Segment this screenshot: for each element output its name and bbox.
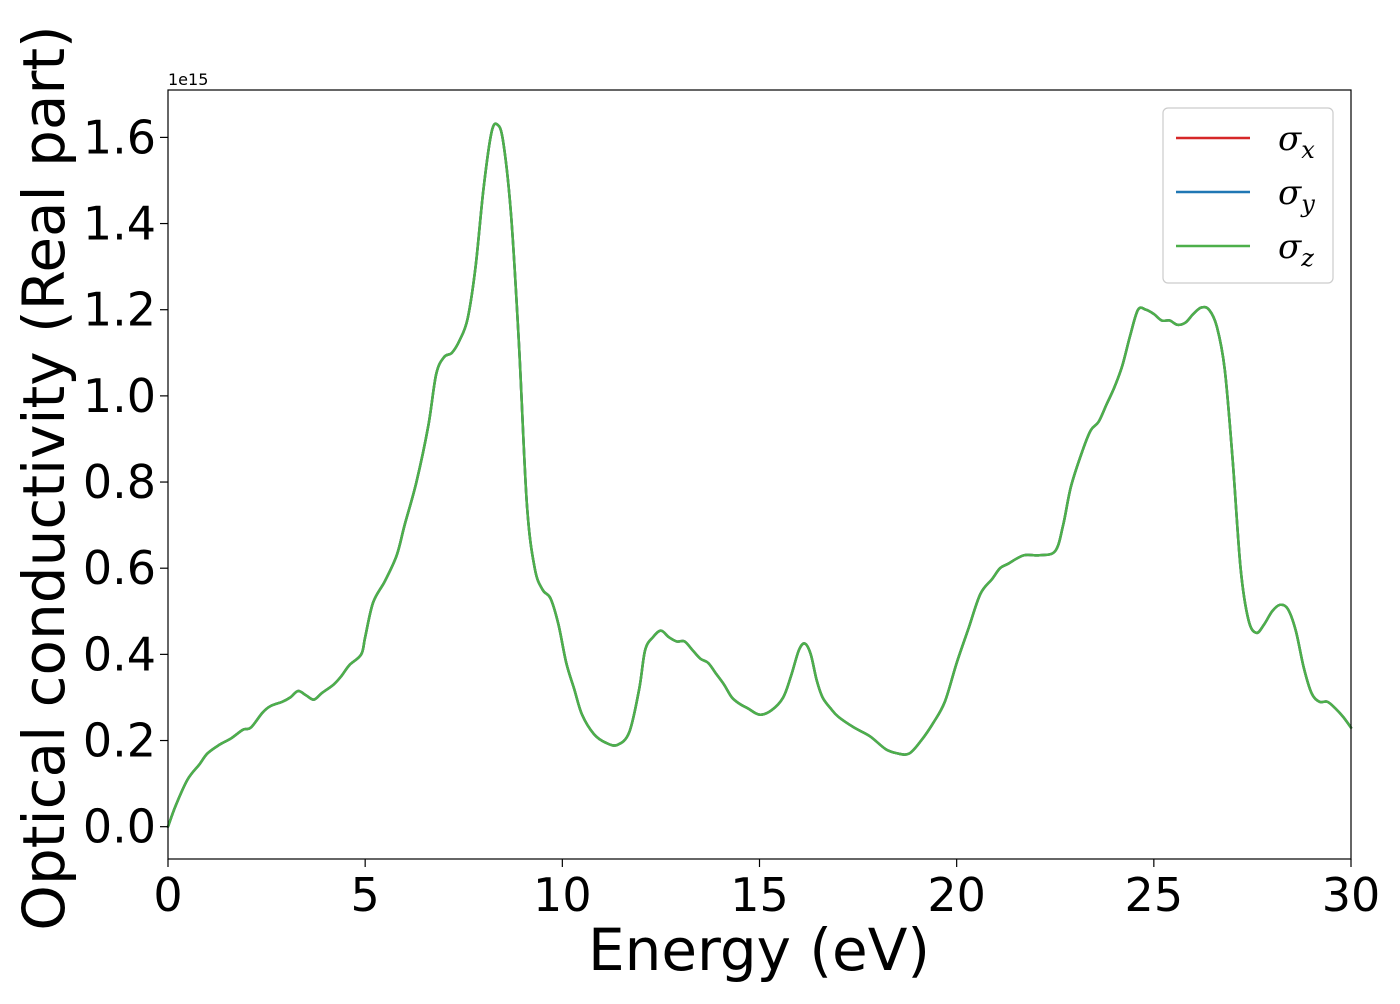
legend: σx σy σz [1162, 107, 1334, 284]
x-tick-label: 30 [1322, 868, 1381, 922]
y-tick-label: 0.6 [83, 541, 156, 595]
x-tick-label: 0 [153, 868, 182, 922]
x-tick-label: 10 [533, 868, 592, 922]
y-axis: 0.0 0.2 0.4 0.6 0.8 1.0 1.2 1.4 1.6 [83, 110, 168, 854]
y-tick-label: 0.0 [83, 800, 156, 854]
y-tick-label: 0.2 [83, 714, 156, 768]
x-axis: 0 5 10 15 20 25 30 [153, 859, 1380, 922]
x-tick-label: 15 [730, 868, 789, 922]
y-tick-label: 1.6 [83, 110, 156, 164]
x-tick-label: 25 [1125, 868, 1184, 922]
series-layer [166, 122, 1353, 828]
x-tick-label: 20 [927, 868, 986, 922]
x-axis-title: Energy (eV) [588, 916, 930, 984]
legend-box [1162, 107, 1334, 284]
x-tick-label: 5 [351, 868, 380, 922]
y-tick-label: 1.4 [83, 197, 156, 251]
y-tick-label: 1.2 [83, 283, 156, 337]
legend-label-sigma-y: σy [1278, 173, 1315, 218]
y-tick-label: 0.4 [83, 627, 156, 681]
y-tick-label: 1.0 [83, 369, 156, 423]
y-offset-label: 1e15 [168, 70, 208, 89]
y-tick-label: 0.8 [83, 455, 156, 509]
legend-label-sigma-x: σx [1278, 119, 1315, 164]
y-axis-title: Optical conductivity (Real part) [10, 25, 78, 930]
legend-label-sigma-z: σz [1278, 227, 1314, 272]
series-line-sigma-z [166, 122, 1353, 828]
